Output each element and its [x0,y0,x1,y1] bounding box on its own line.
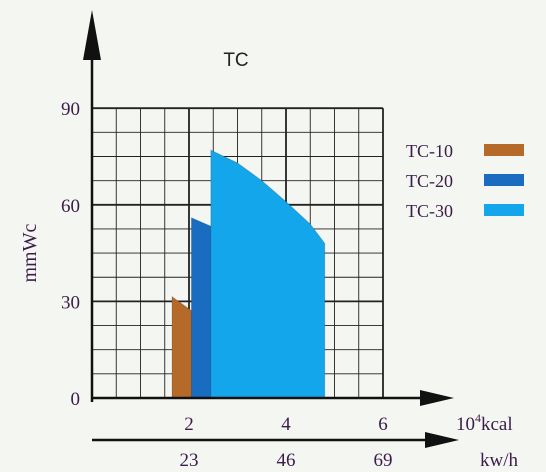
legend: TC-10 TC-20 TC-30 [406,141,524,221]
axes [83,10,459,448]
chart-title: TC [223,50,248,71]
x-tick-label: 2 [184,414,194,435]
y-tick-label: 60 [61,196,80,217]
legend-swatch [484,144,524,156]
x2-tick-label: 69 [374,450,393,471]
x2-axis-label: kw/h [480,450,519,471]
y-axis-label: mmWc [19,224,41,283]
x2-tick-label: 23 [180,450,199,471]
x-tick-label: 6 [378,414,388,435]
legend-swatch [484,174,524,186]
series-areas [171,149,326,399]
y-tick-label: 30 [61,292,80,313]
x-tick-label: 4 [281,414,291,435]
y-axis-arrow-icon [83,10,101,60]
legend-swatch [484,204,524,216]
x2-axis-arrow-icon [425,432,459,448]
y-tick-label: 90 [61,99,80,120]
x2-tick-label: 46 [277,450,296,471]
x-axis-arrow-icon [420,390,454,406]
legend-label: TC-10 [406,141,453,161]
legend-label: TC-20 [406,171,453,191]
series-area-tc-30 [210,149,326,399]
x-axis-label: 104kcal [456,411,513,435]
y-tick-label: 0 [71,389,81,410]
legend-label: TC-30 [406,201,453,221]
